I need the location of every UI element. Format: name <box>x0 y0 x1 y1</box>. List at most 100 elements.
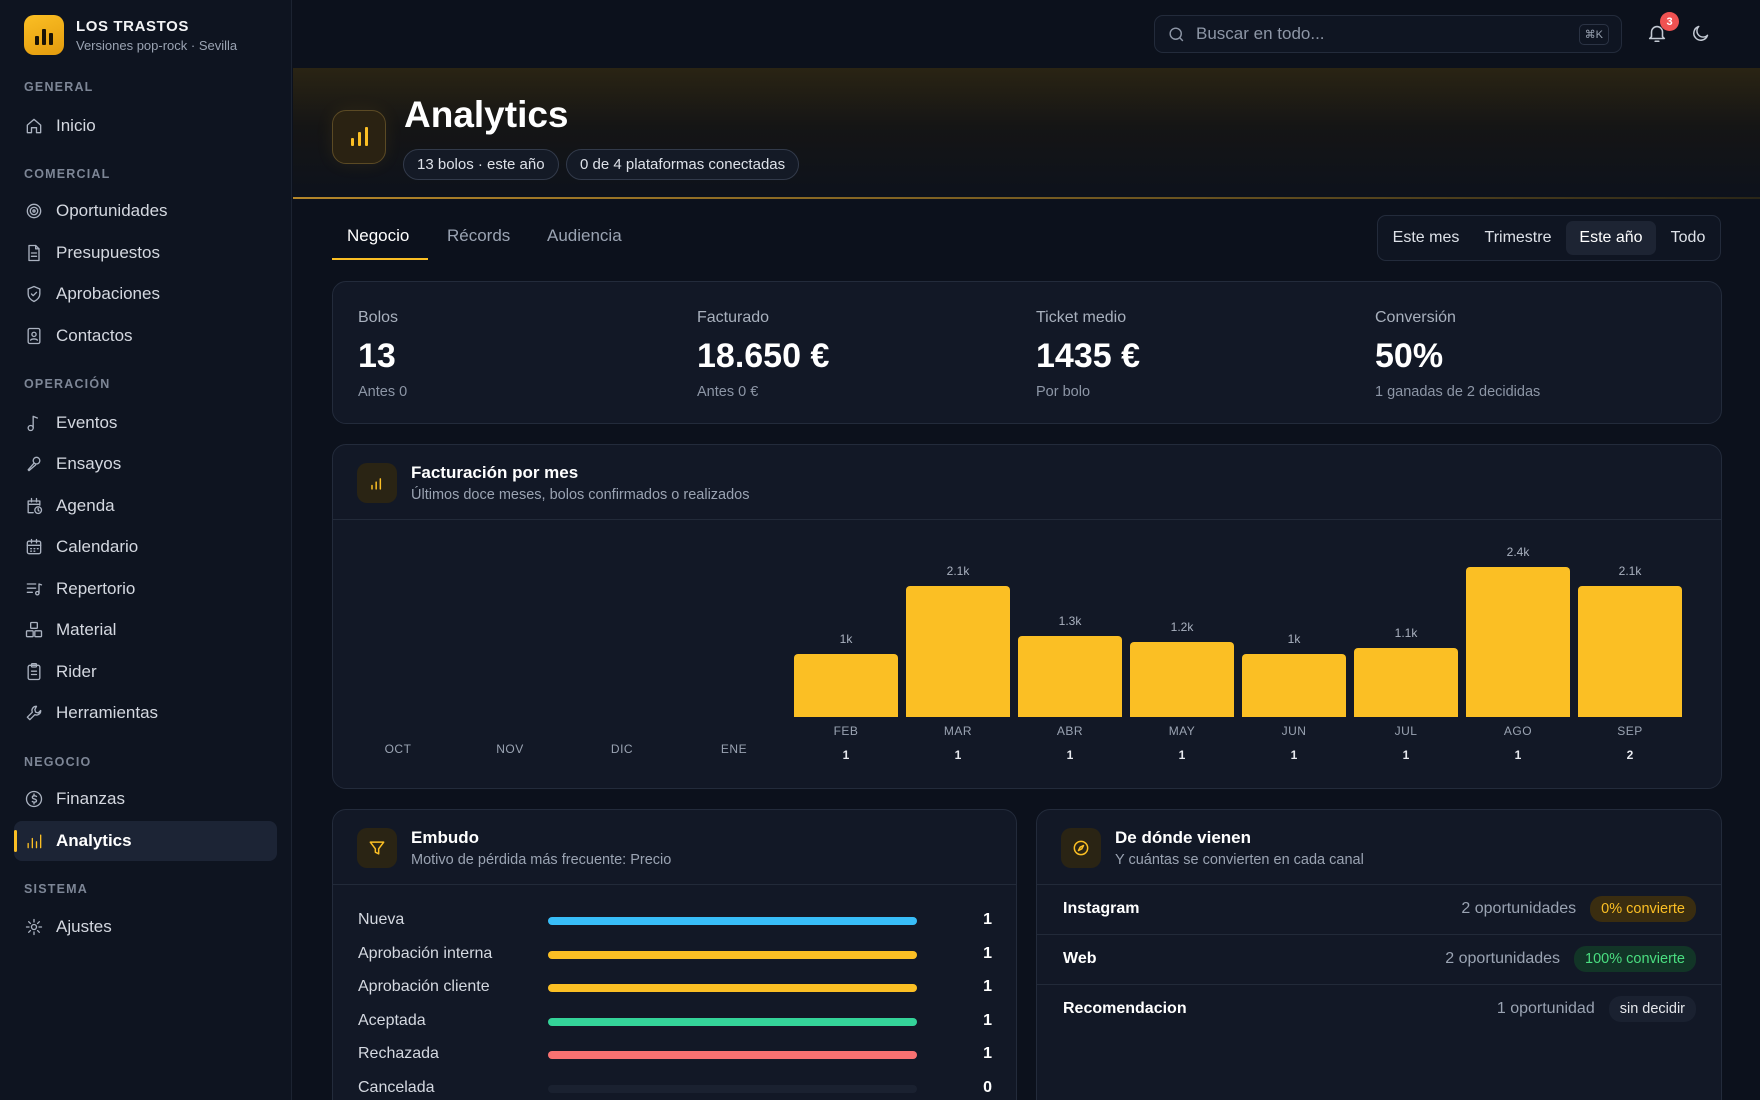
document-icon <box>28 244 40 262</box>
funnel-row: Aprobación interna 1 <box>358 945 992 965</box>
sidebar-item-aprobaciones[interactable]: Aprobaciones <box>14 274 277 314</box>
source-name: Web <box>1063 950 1097 967</box>
chart-data-label: 1k <box>839 632 853 646</box>
analytics-page-icon <box>332 110 386 164</box>
header-pill-platforms: 0 de 4 plataformas conectadas <box>566 149 800 180</box>
funnel-row: Nueva 1 <box>358 911 992 931</box>
range-todo[interactable]: Todo <box>1670 229 1706 246</box>
filter-icon <box>357 828 397 868</box>
nav-section-sistema: SISTEMA <box>24 882 88 896</box>
chart-data-label: 1.1k <box>1394 626 1418 640</box>
sidebar-item-ajustes[interactable]: Ajustes <box>14 907 277 947</box>
sidebar-item-repertorio[interactable]: Repertorio <box>14 569 277 609</box>
chart-gig-count: 1 <box>842 748 850 762</box>
brand-logo-icon <box>24 15 64 55</box>
source-row[interactable]: Web 2 oportunidades 100% convierte <box>1037 934 1721 984</box>
sidebar-item-label: Contactos <box>56 326 133 345</box>
microphone-icon <box>27 456 41 472</box>
notifications-count-badge: 3 <box>1660 12 1679 31</box>
chart-tick-label: JUL <box>1394 724 1418 738</box>
funnel-stage-label: Aprobación interna <box>358 944 493 962</box>
source-row[interactable]: Recomendacion 1 oportunidad sin decidir <box>1037 984 1721 1034</box>
range-este-ano[interactable]: Este año <box>1566 221 1656 255</box>
chart-data-label: 1.2k <box>1170 620 1194 634</box>
kpi-sub: Antes 0 € <box>697 384 759 400</box>
kpi-label: Bolos <box>358 309 399 326</box>
music-note-icon <box>27 415 38 432</box>
sidebar-item-ensayos[interactable]: Ensayos <box>14 444 277 484</box>
row-divider <box>1037 934 1721 935</box>
conversion-badge: 100% convierte <box>1574 946 1696 972</box>
header-pill-gigs: 13 bolos · este año <box>403 149 559 180</box>
sidebar-item-label: Analytics <box>56 831 132 850</box>
range-este-mes[interactable]: Este mes <box>1392 229 1460 246</box>
chart-bar <box>794 654 898 717</box>
kpi-sub: 1 ganadas de 2 decididas <box>1375 384 1541 400</box>
date-range-selector: Este mes Trimestre Este año Todo <box>1377 215 1721 261</box>
sidebar-item-label: Oportunidades <box>56 201 168 220</box>
sidebar-item-oportunidades[interactable]: Oportunidades <box>14 191 277 231</box>
wrench-icon <box>26 705 42 721</box>
range-trimestre[interactable]: Trimestre <box>1484 229 1552 246</box>
bar-chart-icon <box>357 463 397 503</box>
kpi-label: Ticket medio <box>1036 309 1127 326</box>
tab-records[interactable]: Récords <box>447 226 511 245</box>
global-search[interactable]: ⌘K <box>1154 15 1622 53</box>
revenue-title: Facturación por mes <box>411 463 579 482</box>
sidebar-item-rider[interactable]: Rider <box>14 652 277 692</box>
source-name: Recomendacion <box>1063 1000 1187 1017</box>
sidebar-item-label: Ensayos <box>56 454 122 473</box>
revenue-card-header: Facturación por mes Últimos doce meses, … <box>357 463 749 503</box>
target-icon <box>26 203 42 219</box>
source-row[interactable]: Instagram 2 oportunidades 0% convierte <box>1037 884 1721 934</box>
funnel-progress-track <box>548 984 917 993</box>
sidebar-item-contactos[interactable]: Contactos <box>14 316 277 356</box>
sidebar-item-finanzas[interactable]: Finanzas <box>14 779 277 819</box>
search-input[interactable] <box>1196 24 1566 44</box>
kpi-conversion: Conversión 50% 1 ganadas de 2 decididas <box>1375 309 1540 400</box>
chart-gig-count: 1 <box>1514 748 1522 762</box>
row-divider <box>1037 984 1721 985</box>
chart-tick-label: SEP <box>1617 724 1643 738</box>
bar-chart-icon <box>27 834 42 849</box>
sidebar-item-inicio[interactable]: Inicio <box>14 106 277 146</box>
funnel-progress-fill <box>548 984 917 993</box>
sidebar-item-label: Herramientas <box>56 703 159 722</box>
kpi-value: 13 <box>358 337 396 375</box>
kpi-value: 18.650 € <box>697 337 830 375</box>
sidebar-item-eventos[interactable]: Eventos <box>14 403 277 443</box>
brand[interactable]: LOS TRASTOS Versiones pop-rock · Sevilla <box>24 15 237 55</box>
chart-tick-label: FEB <box>833 724 859 738</box>
sidebar-item-agenda[interactable]: Agenda <box>14 486 277 526</box>
funnel-row: Aprobación cliente 1 <box>358 978 992 998</box>
tab-negocio[interactable]: Negocio <box>347 226 410 245</box>
sidebar-item-calendario[interactable]: Calendario <box>14 527 277 567</box>
sidebar-item-material[interactable]: Material <box>14 610 277 650</box>
funnel-stage-label: Aprobación cliente <box>358 978 490 996</box>
chart-data-label: 2.1k <box>946 564 970 578</box>
card-divider <box>1037 884 1721 885</box>
funnel-title: Embudo <box>411 828 479 847</box>
sidebar-item-presupuestos[interactable]: Presupuestos <box>14 233 277 273</box>
chart-bar <box>1466 567 1570 717</box>
chart-data-label: 1.3k <box>1058 614 1082 628</box>
sidebar-item-analytics[interactable]: Analytics <box>14 821 277 861</box>
active-tab-indicator <box>332 258 428 260</box>
sidebar-item-label: Inicio <box>56 116 96 135</box>
notifications-button[interactable] <box>1646 22 1668 44</box>
gear-icon <box>25 918 43 936</box>
sidebar-item-label: Calendario <box>56 537 139 556</box>
source-opportunities: 2 oportunidades <box>1461 900 1577 917</box>
chart-tick-label: NOV <box>496 742 524 756</box>
chart-tick-label: OCT <box>384 742 412 756</box>
boxes-icon <box>25 621 43 638</box>
chart-bar <box>906 586 1010 717</box>
search-icon <box>1169 26 1184 41</box>
search-shortcut: ⌘K <box>1578 24 1609 45</box>
sidebar-item-herramientas[interactable]: Herramientas <box>14 693 277 733</box>
tab-audiencia[interactable]: Audiencia <box>547 226 622 245</box>
chart-bar <box>1242 654 1346 717</box>
theme-toggle-button[interactable] <box>1690 23 1711 49</box>
funnel-stage-count: 1 <box>983 978 992 996</box>
kpi-value: 1435 € <box>1036 337 1140 375</box>
